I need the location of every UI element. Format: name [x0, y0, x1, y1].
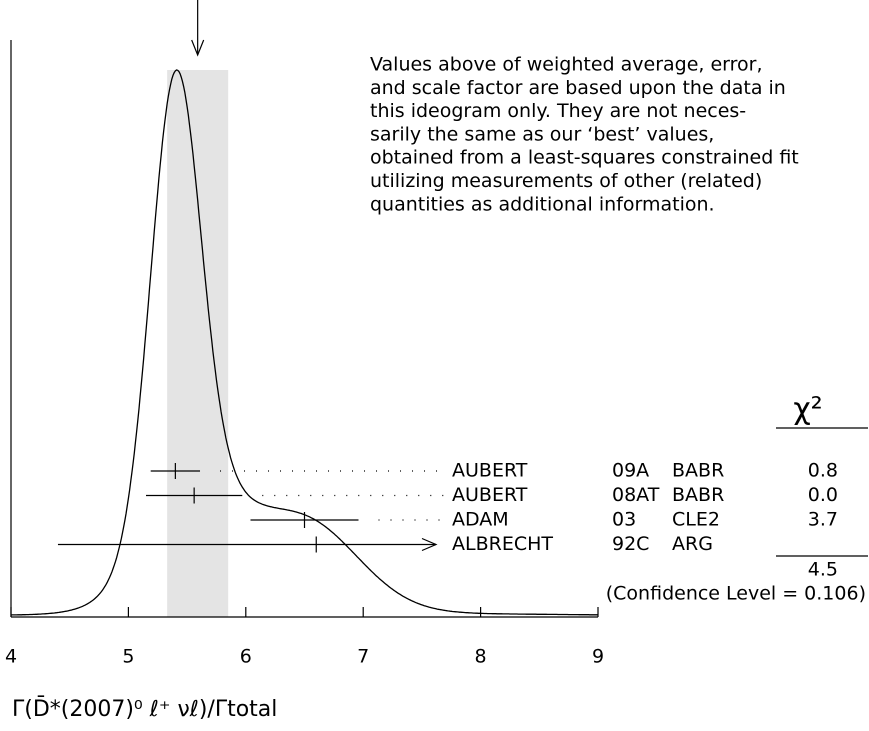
note-line: this ideogram only. They are not neces-: [370, 100, 746, 122]
x-tick-label: 6: [240, 646, 252, 668]
experiment: BABR: [672, 484, 724, 506]
author: AUBERT: [452, 484, 528, 506]
chi2-header: χ²: [793, 392, 822, 427]
experiment: BABR: [672, 460, 724, 482]
author: AUBERT: [452, 460, 528, 482]
experiment: CLE2: [672, 509, 720, 531]
note-line: Values above of weighted average, error,: [370, 54, 763, 76]
chi2-total: 4.5: [808, 559, 838, 581]
note-line: utilizing measurements of other (related…: [370, 170, 762, 192]
reference: 03: [612, 509, 636, 531]
reference: 08AT: [612, 484, 660, 506]
chi2: 0.8: [808, 460, 838, 482]
x-tick-label: 9: [592, 646, 604, 668]
experiment: ARG: [672, 533, 713, 555]
reference: 09A: [612, 460, 649, 482]
x-tick-label: 7: [357, 646, 369, 668]
x-tick-label: 5: [122, 646, 134, 668]
note-line: obtained from a least-squares constraine…: [370, 147, 799, 169]
author: ADAM: [452, 509, 509, 531]
reference: 92C: [612, 533, 649, 555]
confidence-level: (Confidence Level = 0.106): [606, 583, 866, 605]
average-arrow-head: [191, 39, 205, 57]
x-tick-label: 8: [475, 646, 487, 668]
author: ALBRECHT: [452, 533, 553, 555]
x-tick-label: 4: [5, 646, 17, 668]
chi2: 3.7: [808, 509, 838, 531]
error-arrow-head: [421, 537, 438, 552]
weighted-average-band: [167, 70, 229, 617]
note-line: and scale factor are based upon the data…: [370, 77, 786, 99]
note-line: sarily the same as our ‘best’ values,: [370, 123, 714, 145]
x-axis-label: Γ(D̄*(2007)⁰ ℓ⁺ νℓ)/Γtotal: [12, 696, 277, 722]
note-line: quantities as additional information.: [370, 193, 715, 215]
chi2: 0.0: [808, 484, 838, 506]
